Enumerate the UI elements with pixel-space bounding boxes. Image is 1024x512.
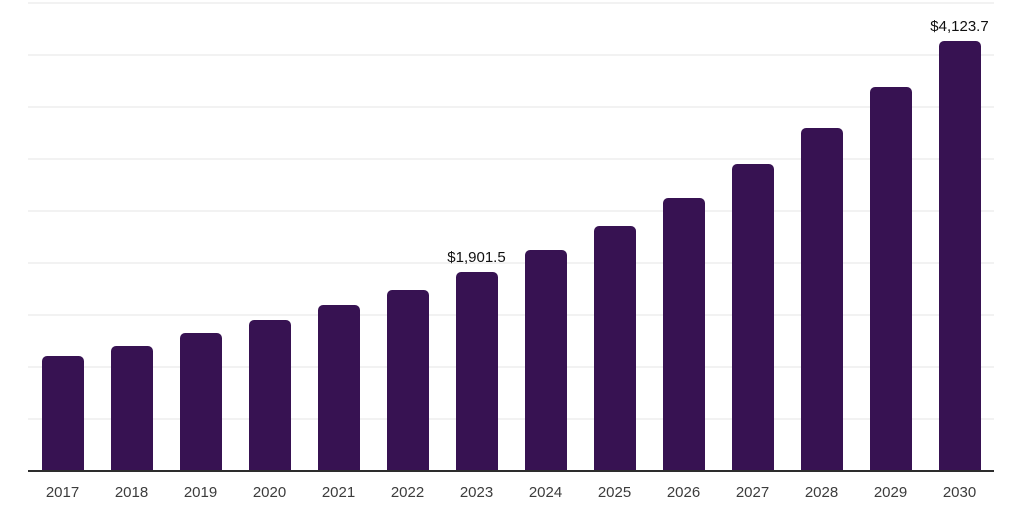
bar-2030[interactable]: [938, 41, 981, 470]
bar-2029[interactable]: [869, 86, 912, 470]
bar-2023[interactable]: [455, 272, 498, 470]
x-tick-2029: 2029: [873, 484, 908, 501]
x-tick-2024: 2024: [528, 484, 563, 501]
bar-2021[interactable]: [317, 305, 360, 470]
x-tick-2030: 2030: [942, 484, 977, 501]
bar-2026[interactable]: [662, 198, 705, 470]
x-tick-2017: 2017: [45, 484, 80, 501]
bar-slot-2028: 2028: [787, 2, 856, 500]
bar-slot-2024: 2024: [511, 2, 580, 500]
x-tick-2018: 2018: [114, 484, 149, 501]
gridline-3000: [28, 158, 994, 160]
bar-2020[interactable]: [248, 320, 291, 470]
x-tick-2025: 2025: [597, 484, 632, 501]
data-label-2030: $4,123.7: [930, 18, 989, 36]
bar-slot-2020: 2020: [235, 2, 304, 500]
x-tick-2020: 2020: [252, 484, 287, 501]
bar-slot-2023: $1,901.5 2023: [442, 2, 511, 500]
bar-slot-2021: 2021: [304, 2, 373, 500]
bar-slot-2030: $4,123.7 2030: [925, 2, 994, 500]
bar-2027[interactable]: [731, 164, 774, 470]
x-tick-2027: 2027: [735, 484, 770, 501]
gridline-4500: [28, 2, 994, 4]
gridline-3500: [28, 106, 994, 108]
gridline-500: [28, 418, 994, 420]
bar-2018[interactable]: [110, 346, 153, 470]
bar-2017[interactable]: [41, 356, 84, 470]
gridline-1500: [28, 314, 994, 316]
bar-slots: 2017 2018 2019 2020 2021 2022 $1,901.5 2023 2024…: [28, 2, 994, 500]
bar-2028[interactable]: [800, 127, 843, 470]
x-tick-2019: 2019: [183, 484, 218, 501]
x-tick-2021: 2021: [321, 484, 356, 501]
gridline-1000: [28, 366, 994, 368]
bar-slot-2017: 2017: [28, 2, 97, 500]
bar-slot-2018: 2018: [97, 2, 166, 500]
x-tick-2023: 2023: [459, 484, 494, 501]
bar-2019[interactable]: [179, 333, 222, 470]
gridlines: [28, 2, 994, 470]
data-label-2023: $1,901.5: [447, 249, 506, 267]
bar-slot-2027: 2027: [718, 2, 787, 500]
x-axis-line: [28, 470, 994, 472]
plot-area: 2017 2018 2019 2020 2021 2022 $1,901.5 2023 2024…: [28, 2, 994, 500]
bar-slot-2022: 2022: [373, 2, 442, 500]
bar-2025[interactable]: [593, 226, 636, 470]
gridline-2500: [28, 210, 994, 212]
x-tick-2028: 2028: [804, 484, 839, 501]
gridline-4000: [28, 54, 994, 56]
bar-2024[interactable]: [524, 250, 567, 470]
bar-slot-2026: 2026: [649, 2, 718, 500]
bar-2022[interactable]: [386, 290, 429, 470]
gridline-2000: [28, 262, 994, 264]
bar-slot-2019: 2019: [166, 2, 235, 500]
x-tick-2026: 2026: [666, 484, 701, 501]
x-tick-2022: 2022: [390, 484, 425, 501]
bar-slot-2029: 2029: [856, 2, 925, 500]
bar-slot-2025: 2025: [580, 2, 649, 500]
